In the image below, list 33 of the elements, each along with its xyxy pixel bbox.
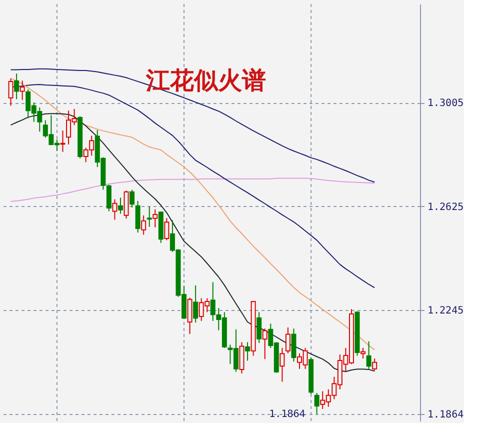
y-tick-label: 1.2625 bbox=[428, 202, 464, 213]
candlestick bbox=[360, 347, 366, 360]
candlestick bbox=[112, 198, 118, 220]
candlestick bbox=[118, 197, 123, 214]
y-tick-label: 1.3005 bbox=[428, 98, 464, 110]
candlestick bbox=[60, 130, 66, 152]
candlestick bbox=[20, 80, 25, 100]
candlestick bbox=[14, 73, 20, 100]
candlestick bbox=[245, 342, 250, 362]
candlestick bbox=[314, 392, 320, 414]
candlestick bbox=[372, 358, 378, 371]
candlestick bbox=[187, 297, 192, 334]
candlestick bbox=[239, 342, 244, 374]
candlestick bbox=[256, 312, 262, 344]
candlestick bbox=[280, 347, 285, 382]
candlestick bbox=[124, 190, 129, 220]
line-series bbox=[10, 68, 376, 183]
y-tick-label: 1.1864 bbox=[428, 409, 464, 420]
candlestick bbox=[262, 328, 268, 360]
annotation: 1.1864 bbox=[269, 408, 306, 420]
candlestick bbox=[193, 284, 198, 324]
candlestick bbox=[8, 78, 14, 106]
candlestick bbox=[146, 206, 152, 228]
candlestick bbox=[164, 218, 170, 241]
candlestick bbox=[366, 340, 372, 370]
y-tick-label: 1.2245 bbox=[428, 306, 464, 316]
candlestick bbox=[141, 214, 146, 236]
candlestick bbox=[285, 326, 290, 354]
candlestick bbox=[130, 189, 135, 208]
candlestick bbox=[291, 328, 296, 362]
candlestick bbox=[135, 200, 140, 234]
candlestick bbox=[152, 208, 158, 228]
text: 江花似火谱 bbox=[145, 66, 266, 94]
